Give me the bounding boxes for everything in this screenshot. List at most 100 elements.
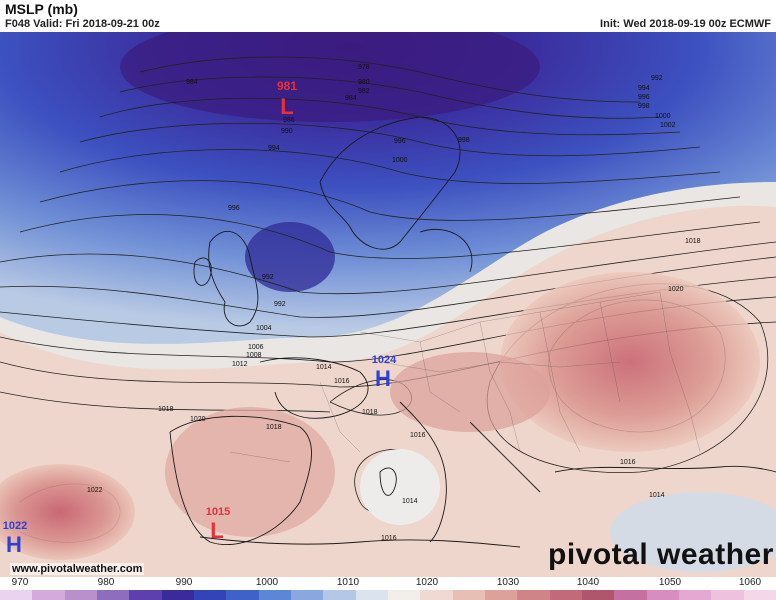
turkey-low-region	[610, 492, 776, 572]
colorbar-segment	[711, 590, 744, 600]
colorbar-tick-label: 990	[175, 577, 193, 588]
isobar-label: 998	[458, 137, 470, 144]
isobar-label: 1006	[248, 344, 264, 351]
colorbar-segment	[452, 590, 485, 600]
isobar-label: 1018	[266, 424, 282, 431]
isobar-label: 1004	[256, 325, 272, 332]
isobar-label: 1014	[649, 492, 665, 499]
colorbar-segment	[0, 590, 33, 600]
colorbar-segment	[646, 590, 679, 600]
isobar-label: 1020	[668, 286, 684, 293]
high-center-value: 1022	[3, 520, 27, 532]
isobar-label: 982	[358, 88, 370, 95]
isobar-label: 992	[651, 75, 663, 82]
pressure-centers: 981 L 1024 H 1022 H 1015 L	[3, 79, 397, 557]
east-high-region	[500, 272, 760, 452]
low-center-value: 1015	[206, 506, 230, 518]
isobar-label: 1016	[381, 535, 397, 542]
colorbar-segment	[549, 590, 582, 600]
colorbar-segment	[484, 590, 518, 600]
high-center-letter: H	[375, 366, 391, 391]
header: MSLP (mb) F048 Valid: Fri 2018-09-21 00z…	[0, 0, 776, 32]
isobar-label: 1000	[392, 157, 408, 164]
isobar-labels: 984 986 990 994 978 980 982 984 992 994 …	[87, 64, 701, 542]
iberia-region	[165, 407, 335, 537]
colorbar-segment	[193, 590, 227, 600]
colorbar-segment	[387, 590, 421, 600]
colorbar-segment	[258, 590, 291, 600]
isobar-label: 996	[228, 205, 240, 212]
deep-low-core	[120, 32, 540, 122]
isobar-label: 1008	[246, 352, 262, 359]
isobar-label: 992	[262, 274, 274, 281]
isobar-label: 996	[394, 138, 406, 145]
colorbar-segment	[743, 590, 776, 600]
colorbar-segment	[581, 590, 615, 600]
isobar-label: 1002	[660, 122, 676, 129]
isobar-label: 984	[186, 79, 198, 86]
isobar-label: 1022	[87, 487, 103, 494]
colorbar-segment	[64, 590, 97, 600]
isobar-label: 980	[358, 79, 370, 86]
colorbar-strip	[0, 590, 776, 600]
isobar-label: 1016	[410, 432, 426, 439]
isobar-label: 984	[345, 95, 357, 102]
isobar-label: 978	[358, 64, 370, 71]
tyrrhenian-neutral	[360, 449, 440, 525]
colorbar-segment	[420, 590, 453, 600]
colorbar-segment	[129, 590, 162, 600]
colorbar-tick-label: 970	[11, 577, 29, 588]
high-center-letter: H	[6, 532, 22, 557]
low-center-value: 981	[277, 79, 297, 93]
isobar-label: 1020	[190, 416, 206, 423]
isobar-label: 1016	[620, 459, 636, 466]
colorbar-segment	[323, 590, 356, 600]
isobar-label: 1012	[232, 361, 248, 368]
colorbar-tick-label: 1050	[658, 577, 682, 588]
isobar-label: 1016	[334, 378, 350, 385]
mslp-map: 984 986 990 994 978 980 982 984 992 994 …	[0, 32, 776, 577]
colorbar-segment	[161, 590, 194, 600]
colorbar-tick-label: 980	[97, 577, 115, 588]
colorbar-segment	[678, 590, 712, 600]
colorbar-segment	[96, 590, 130, 600]
isobar-label: 990	[281, 128, 293, 135]
init-time: Init: Wed 2018-09-19 00z ECMWF	[600, 18, 771, 30]
source-url: www.pivotalweather.com	[10, 563, 145, 575]
low-center-letter: L	[280, 94, 293, 119]
colorbar-segment	[355, 590, 388, 600]
map-title: MSLP (mb)	[5, 1, 78, 17]
isobar-label: 992	[274, 301, 286, 308]
isobar-label: 1014	[402, 498, 418, 505]
isobar-label: 1000	[655, 113, 671, 120]
isobar-label: 1014	[316, 364, 332, 371]
isobar-label: 1018	[158, 406, 174, 413]
colorbar-segment	[614, 590, 647, 600]
colorbar-tick-label: 1000	[255, 577, 279, 588]
isobar-label: 986	[283, 117, 295, 124]
isobar-label: 994	[268, 145, 280, 152]
brand-logo: pivotal weather	[548, 538, 774, 571]
colorbar-tick-label: 1010	[336, 577, 360, 588]
map-canvas: 984 986 990 994 978 980 982 984 992 994 …	[0, 32, 776, 577]
isobar-label: 996	[638, 94, 650, 101]
high-center-value: 1024	[372, 354, 397, 366]
colorbar-tick-label: 1060	[738, 577, 762, 588]
isobar-label: 994	[638, 85, 650, 92]
isobar-label: 998	[638, 103, 650, 110]
isobar-label: 1018	[362, 409, 378, 416]
coastlines	[169, 116, 776, 548]
colorbar-segment	[517, 590, 550, 600]
valid-time: F048 Valid: Fri 2018-09-21 00z	[5, 18, 160, 30]
low-center-letter: L	[210, 518, 223, 543]
colorbar-tick-label: 1040	[576, 577, 600, 588]
colorbar-tick-label: 1030	[496, 577, 520, 588]
colorbar-segment	[226, 590, 259, 600]
colorbar-tick-label: 1020	[415, 577, 439, 588]
borders	[229, 291, 701, 463]
uk-low-core	[245, 222, 335, 292]
pressure-colorbar: 970 980 990 1000 1010 1020 1030 1040 105…	[0, 577, 776, 600]
colorbar-labels: 970 980 990 1000 1010 1020 1030 1040 105…	[0, 577, 776, 589]
colorbar-segment	[32, 590, 65, 600]
atlantic-high-region	[0, 464, 135, 560]
